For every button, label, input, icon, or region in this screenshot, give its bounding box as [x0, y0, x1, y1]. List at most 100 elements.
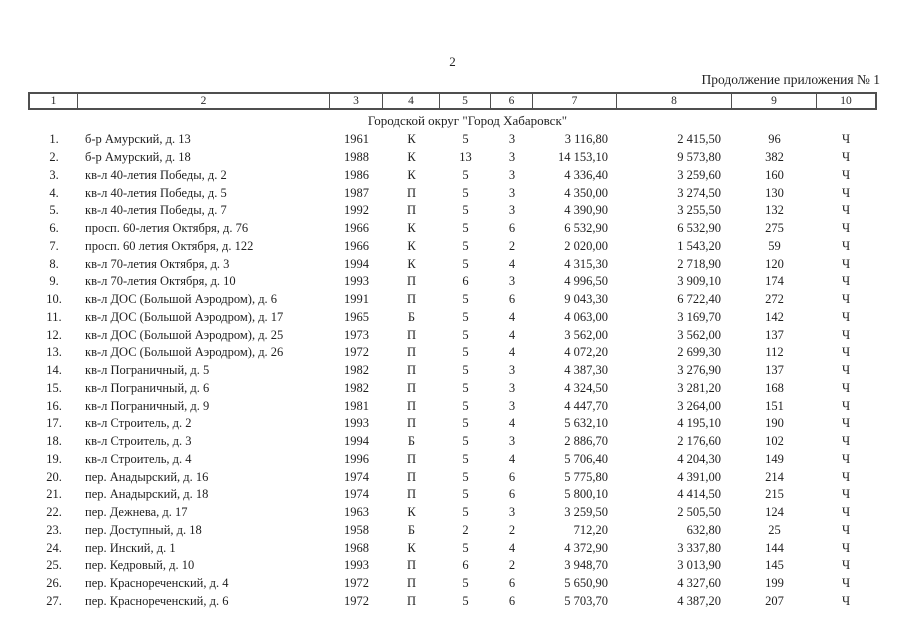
cell-col7-value: 5 775,80 — [564, 469, 608, 484]
table-row: 3. кв-л 40-летия Победы, д. 2 1986 К 5 3… — [30, 167, 875, 185]
cell-col5-value: 5 — [462, 451, 469, 466]
column-number-6: 6 — [491, 94, 533, 108]
cell-col10-value: Ч — [841, 416, 851, 431]
table-row: 8. кв-л 70-летия Октября, д. 3 1994 К 5 … — [30, 255, 875, 273]
cell-wall-letter: П — [406, 363, 417, 378]
cell-col10-value: Ч — [841, 380, 851, 395]
cell-address: кв-л 40-летия Победы, д. 5 — [85, 185, 227, 200]
cell-wall-letter: П — [406, 274, 417, 289]
cell-col6-value: 3 — [508, 132, 516, 147]
cell-col5-value: 5 — [462, 593, 469, 608]
cell-col6-value: 4 — [508, 451, 516, 466]
cell-address: кв-л Пограничный, д. 5 — [85, 363, 210, 378]
cell-address: кв-л ДОС (Большой Аэродром), д. 25 — [85, 327, 284, 342]
cell-year: 1966 — [344, 221, 369, 236]
cell-col10-value: Ч — [841, 451, 851, 466]
cell-col5-value: 5 — [462, 132, 469, 147]
cell-col6-value: 4 — [508, 540, 516, 555]
page-number: 2 — [449, 54, 456, 69]
cell-col7-value: 5 706,40 — [564, 451, 608, 466]
cell-wall-letter: П — [406, 487, 417, 502]
cell-col9-value: 207 — [765, 593, 784, 608]
cell-year: 1972 — [344, 593, 369, 608]
cell-year: 1991 — [344, 292, 369, 307]
table-row: 11. кв-л ДОС (Большой Аэродром), д. 17 1… — [30, 309, 875, 327]
cell-col10-value: Ч — [841, 221, 851, 236]
cell-col10-value: Ч — [841, 469, 851, 484]
cell-col6-value: 3 — [508, 150, 516, 165]
cell-col7-value: 3 259,50 — [564, 505, 608, 520]
cell-address: кв-л Пограничный, д. 6 — [85, 380, 210, 395]
cell-wall-letter: К — [407, 256, 416, 271]
cell-address: кв-л ДОС (Большой Аэродром), д. 6 — [85, 292, 278, 307]
cell-col5-value: 5 — [462, 416, 469, 431]
cell-address: просп. 60 летия Октября, д. 122 — [85, 238, 254, 253]
cell-col9-value: 382 — [765, 150, 784, 165]
cell-col7-value: 3 562,00 — [564, 327, 608, 342]
cell-col5-value: 5 — [462, 540, 469, 555]
cell-col10-value: Ч — [841, 540, 851, 555]
cell-col8-value: 6 722,40 — [677, 292, 721, 307]
cell-col10-value: Ч — [841, 256, 851, 271]
cell-col6-value: 4 — [508, 309, 516, 324]
cell-col5-value: 13 — [459, 150, 472, 165]
cell-year: 1994 — [344, 256, 369, 271]
cell-col8-value: 4 195,10 — [677, 416, 721, 431]
cell-col6-value: 3 — [508, 274, 516, 289]
cell-year: 1974 — [344, 487, 369, 502]
cell-col7-value: 2 020,00 — [564, 238, 608, 253]
table-row: 6. просп. 60-летия Октября, д. 76 1966 К… — [30, 220, 875, 238]
cell-row-number: 22. — [46, 505, 62, 520]
cell-col8-value: 2 699,30 — [677, 345, 721, 360]
cell-col9-value: 144 — [765, 540, 784, 555]
cell-wall-letter: Б — [407, 522, 416, 537]
cell-col6-value: 4 — [508, 345, 516, 360]
table-row: 18. кв-л Строитель, д. 3 1994 Б 5 3 2 88… — [30, 433, 875, 451]
cell-address: пер. Анадырский, д. 18 — [85, 487, 209, 502]
cell-row-number: 15. — [46, 380, 62, 395]
cell-wall-letter: П — [406, 593, 417, 608]
cell-address: пер. Доступный, д. 18 — [85, 522, 202, 537]
cell-col5-value: 5 — [462, 398, 469, 413]
cell-col9-value: 137 — [765, 363, 784, 378]
table-row: 27. пер. Краснореченский, д. 6 1972 П 5 … — [30, 593, 875, 611]
continuation-label: Продолжение приложения № 1 — [701, 72, 880, 87]
cell-col6-value: 6 — [508, 593, 516, 608]
cell-col9-value: 59 — [768, 238, 781, 253]
cell-col10-value: Ч — [841, 487, 851, 502]
cell-address: пер. Анадырский, д. 16 — [85, 469, 209, 484]
cell-col6-value: 3 — [508, 185, 516, 200]
cell-year: 1972 — [344, 345, 369, 360]
cell-col10-value: Ч — [841, 185, 851, 200]
cell-col7-value: 14 153,10 — [558, 150, 608, 165]
cell-col8-value: 3 169,70 — [677, 309, 721, 324]
cell-col7-value: 4 324,50 — [564, 380, 608, 395]
cell-col5-value: 5 — [462, 505, 469, 520]
table-row: 15. кв-л Пограничный, д. 6 1982 П 5 3 4 … — [30, 380, 875, 398]
cell-col10-value: Ч — [841, 398, 851, 413]
cell-address: кв-л Строитель, д. 3 — [85, 434, 192, 449]
column-header-row: 1 2 3 4 5 6 7 8 9 10 — [28, 92, 877, 110]
column-number-9: 9 — [732, 94, 817, 108]
cell-row-number: 1. — [49, 132, 59, 147]
cell-col8-value: 4 391,00 — [677, 469, 721, 484]
cell-col9-value: 96 — [768, 132, 781, 147]
cell-col10-value: Ч — [841, 345, 851, 360]
cell-wall-letter: Б — [407, 434, 416, 449]
cell-col7-value: 9 043,30 — [564, 292, 608, 307]
cell-col7-value: 4 072,20 — [564, 345, 608, 360]
cell-year: 1961 — [344, 132, 369, 147]
cell-col8-value: 9 573,80 — [677, 150, 721, 165]
cell-col6-value: 6 — [508, 469, 516, 484]
cell-row-number: 17. — [46, 416, 62, 431]
cell-address: б-р Амурский, д. 18 — [85, 150, 191, 165]
cell-wall-letter: П — [406, 416, 417, 431]
cell-col5-value: 5 — [462, 221, 469, 236]
cell-col9-value: 120 — [765, 256, 784, 271]
cell-wall-letter: К — [407, 132, 416, 147]
cell-row-number: 4. — [49, 185, 59, 200]
cell-col9-value: 102 — [765, 434, 784, 449]
cell-col6-value: 3 — [508, 203, 516, 218]
cell-col5-value: 5 — [462, 167, 469, 182]
cell-year: 1993 — [344, 274, 369, 289]
